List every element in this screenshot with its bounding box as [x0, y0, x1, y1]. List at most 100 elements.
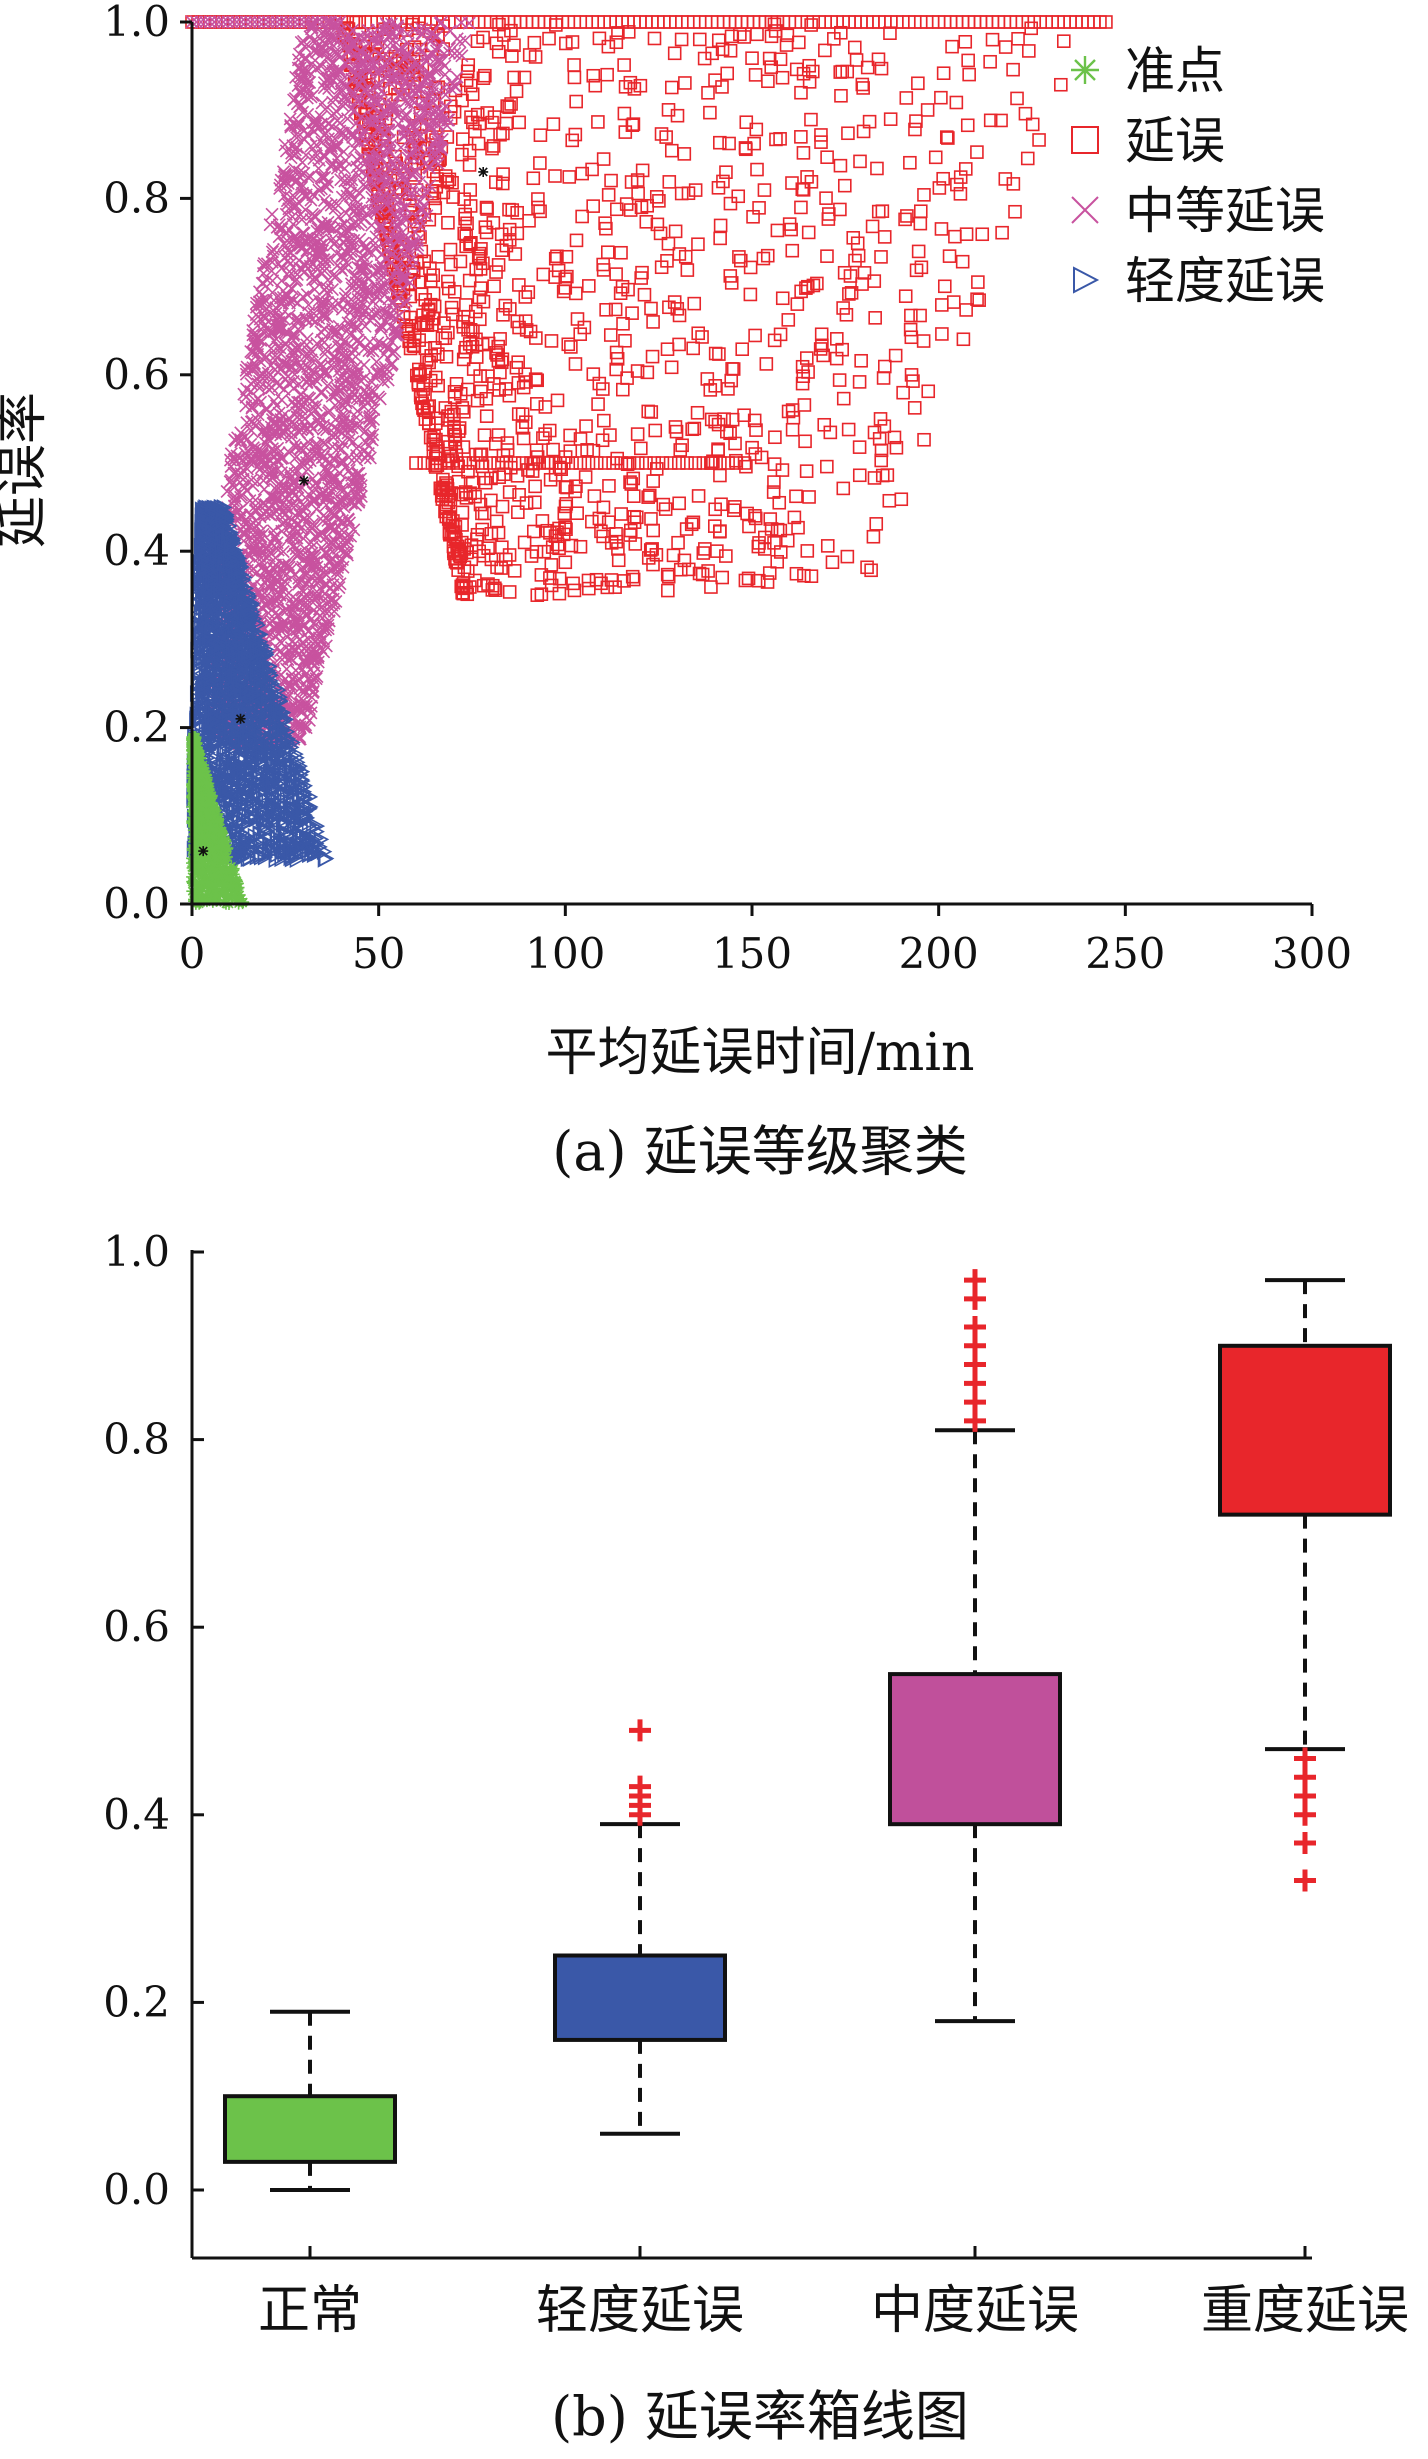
scatter-point-delayed [661, 236, 676, 251]
scatter-point-delayed [1006, 62, 1020, 77]
scatter-point-delayed [713, 231, 727, 246]
scatter-point-delayed [586, 199, 600, 213]
scatter-point-delayed [848, 253, 862, 268]
scatter-point-moderate [326, 584, 340, 598]
scatter-point-moderate [281, 558, 296, 572]
scatter-point-delayed [455, 585, 469, 600]
scatter-point-moderate [338, 400, 352, 415]
scatter-point-moderate [300, 338, 314, 352]
scatter-point-delayed [867, 471, 882, 485]
scatter-point-moderate [321, 273, 335, 287]
scatter-point-delayed [489, 36, 504, 51]
scatter-point-delayed [748, 509, 762, 523]
scatter-point-moderate [297, 123, 311, 138]
scatter-point-delayed [422, 416, 436, 431]
scatter-point-delayed [530, 397, 544, 411]
scatter-point-delayed [801, 225, 816, 240]
scatter-point-delayed [556, 527, 571, 542]
scatter-point-delayed [876, 371, 891, 385]
scatter-point-delayed [791, 520, 805, 535]
scatter-point-delayed [743, 260, 758, 275]
scatter-point-moderate [330, 139, 344, 153]
scatter-point-delayed [949, 95, 964, 110]
scatter-point-moderate [327, 106, 341, 121]
scatter-point-moderate [275, 274, 289, 288]
scatter-point-moderate [252, 285, 267, 299]
scatter-point-moderate [458, 33, 472, 48]
scatter-point-moderate [294, 99, 308, 113]
scatter-point-moderate [239, 513, 253, 527]
scatter-point-delayed [444, 404, 459, 419]
scatter-point-delayed [647, 456, 661, 470]
scatter-point-delayed [630, 456, 645, 470]
scatter-point-delayed [563, 428, 577, 443]
scatter-point-moderate [256, 325, 270, 339]
scatter-point-moderate [285, 672, 299, 687]
scatter-point-moderate [273, 635, 287, 649]
scatter-point-delayed [652, 194, 666, 208]
scatter-point-delayed [613, 286, 628, 301]
scatter-point-delayed [442, 172, 457, 187]
scatter-point-moderate [359, 83, 373, 97]
scatter-point-moderate [283, 112, 297, 126]
scatter-point-moderate [408, 23, 422, 37]
scatter-point-delayed [650, 217, 665, 232]
scatter-point-moderate [350, 467, 364, 481]
scatter-point-moderate [351, 279, 365, 293]
scatter-point-moderate [266, 249, 280, 263]
scatter-point-delayed [544, 334, 559, 348]
scatter-point-moderate [278, 575, 293, 589]
scatter-point-delayed [496, 126, 510, 141]
scatter-point-delayed [958, 34, 973, 49]
scatter-point-delayed [794, 200, 808, 215]
scatter-point-moderate [262, 566, 276, 580]
scatter-point-delayed [889, 440, 904, 455]
scatter-point-delayed [538, 400, 553, 414]
scatter-point-moderate [363, 83, 377, 98]
scatter-point-moderate [447, 79, 462, 93]
scatter-point-moderate [285, 475, 299, 489]
scatter-point-moderate [308, 590, 322, 604]
scatter-point-moderate [333, 124, 347, 138]
scatter-point-delayed [810, 276, 824, 291]
scatter-point-delayed [523, 324, 538, 339]
scatter-point-delayed [634, 200, 649, 215]
scatter-point-delayed [800, 544, 815, 558]
scatter-point-delayed [1008, 204, 1022, 219]
scatter-point-delayed [403, 310, 418, 325]
scatter-point-delayed [559, 249, 574, 264]
scatter-point-delayed [672, 337, 686, 352]
scatter-point-delayed [614, 507, 628, 521]
scatter-point-delayed [797, 398, 812, 412]
scatter-point-moderate [368, 236, 382, 250]
scatter-point-delayed [435, 331, 450, 346]
scatter-point-delayed [455, 401, 470, 415]
scatter-point-moderate [321, 74, 335, 88]
scatter-point-delayed [473, 251, 487, 266]
scatter-point-delayed [749, 122, 764, 137]
scatter-point-delayed [610, 352, 625, 366]
scatter-point-moderate [281, 197, 295, 211]
scatter-point-delayed [479, 391, 494, 406]
scatter-point-delayed [472, 290, 487, 305]
scatter-point-delayed [548, 456, 563, 470]
scatter-point-delayed [745, 51, 759, 65]
scatter-point-delayed [499, 116, 514, 131]
scatter-point-delayed [475, 459, 490, 474]
scatter-point-delayed [535, 514, 550, 528]
scatter-point-delayed [420, 318, 435, 333]
scatter-point-moderate [278, 138, 292, 152]
scatter-point-moderate [358, 240, 372, 254]
scatter-point-moderate [417, 198, 431, 212]
scatter-point-moderate [272, 311, 286, 325]
scatter-point-moderate [385, 255, 399, 269]
scatter-point-moderate [270, 454, 284, 468]
scatter-point-delayed [618, 333, 632, 348]
scatter-point-moderate [284, 151, 298, 165]
scatter-point-moderate [337, 162, 352, 176]
scatter-point-moderate [315, 611, 329, 625]
scatter-point-delayed [772, 495, 787, 510]
scatter-point-moderate [311, 655, 325, 669]
scatter-point-moderate [373, 64, 387, 78]
scatter-point-delayed [507, 456, 522, 470]
